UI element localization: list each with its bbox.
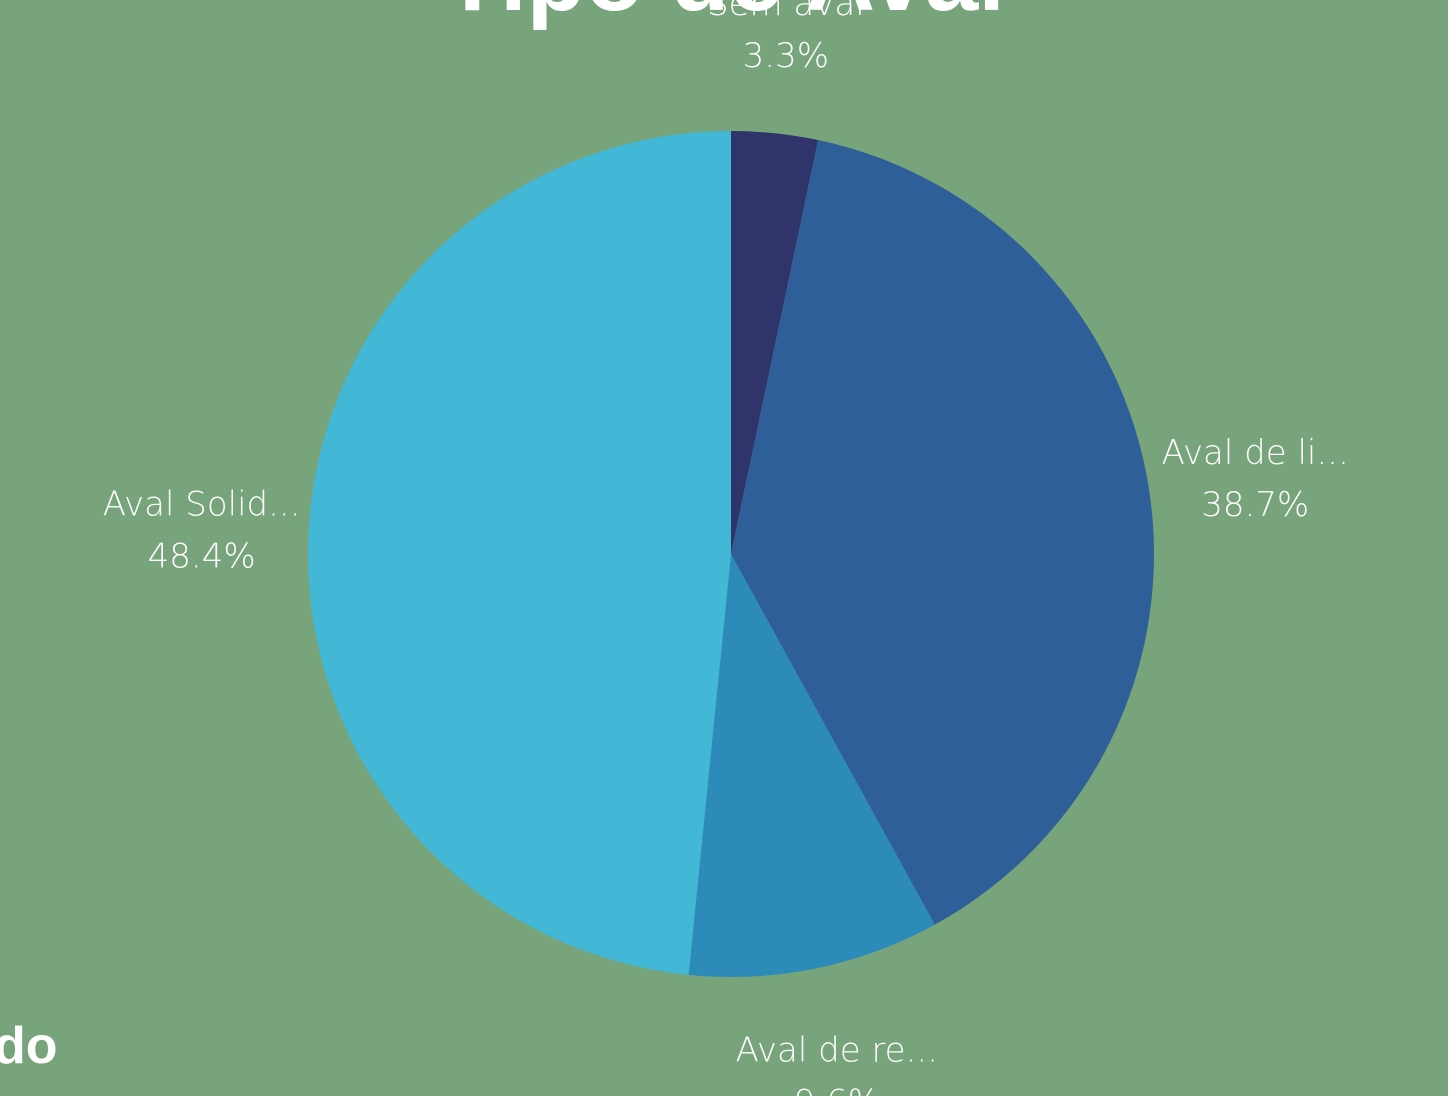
slice-percent-0: 3.3%: [743, 36, 829, 76]
slice-label-2: Aval de re...: [736, 1030, 938, 1070]
slice-label-3: Aval Solid...: [103, 484, 301, 524]
chart-title: Tipo de Aval: [0, 0, 1448, 26]
pie-slice-3: [308, 131, 731, 975]
cropped-side-text: do: [0, 1017, 58, 1075]
pie-slice-0: [731, 131, 819, 554]
slice-label-0: Sem aval: [707, 0, 865, 24]
slice-percent-3: 48.4%: [148, 536, 256, 576]
pie-slice-1: [731, 140, 1154, 925]
slice-percent-2: 9.6%: [794, 1082, 880, 1096]
slice-percent-1: 38.7%: [1201, 485, 1309, 525]
slice-label-1: Aval de li...: [1162, 433, 1349, 473]
pie-slice-2: [688, 554, 935, 977]
